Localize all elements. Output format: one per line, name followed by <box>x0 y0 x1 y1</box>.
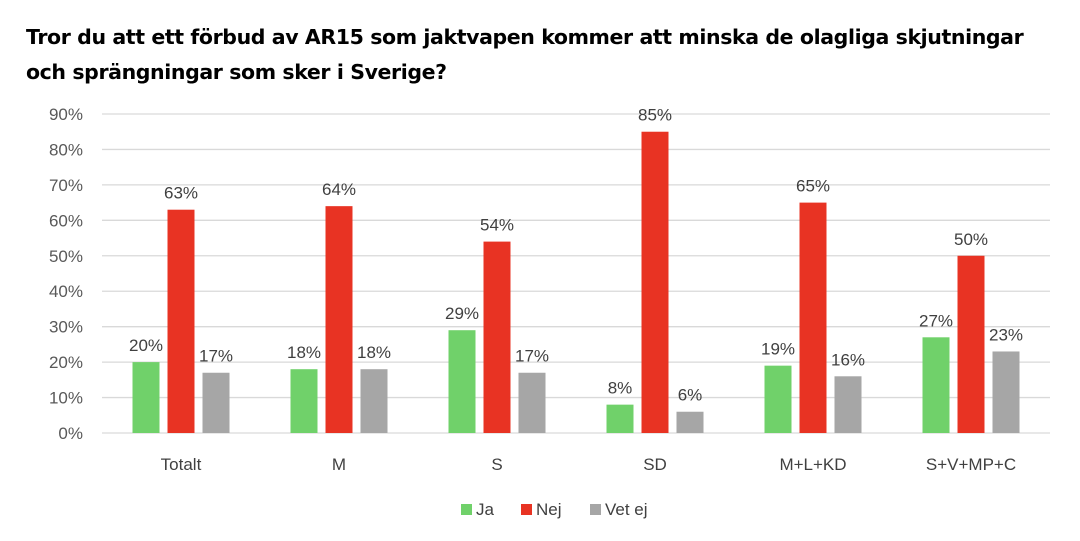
legend-item-nej: Nej <box>521 500 562 519</box>
bar-nej <box>483 241 511 433</box>
data-label: 50% <box>954 230 988 249</box>
x-category-label: SD <box>643 455 667 474</box>
y-tick-label: 50% <box>49 247 83 266</box>
bar-vet-ej <box>202 372 230 433</box>
y-tick-label: 90% <box>49 105 83 124</box>
bar-ja <box>764 365 792 433</box>
bar-nej <box>799 202 827 433</box>
data-label: 19% <box>761 340 795 359</box>
data-label: 23% <box>989 325 1023 344</box>
data-label: 63% <box>164 184 198 203</box>
data-label: 65% <box>796 177 830 196</box>
data-label: 18% <box>287 343 321 362</box>
bar-nej <box>957 255 985 433</box>
data-label: 20% <box>129 336 163 355</box>
bar-ja <box>290 369 318 433</box>
bar-nej <box>641 131 669 433</box>
y-tick-label: 20% <box>49 353 83 372</box>
legend-label: Vet ej <box>605 500 648 519</box>
data-label: 16% <box>831 350 865 369</box>
bars <box>132 131 1020 433</box>
legend-label: Nej <box>536 500 562 519</box>
chart-title: Tror du att ett förbud av AR15 som jaktv… <box>26 25 1024 84</box>
data-label: 17% <box>199 347 233 366</box>
data-label: 64% <box>322 180 356 199</box>
category-labels: Totalt M S SD M+L+KD S+V+MP+C <box>161 455 1016 474</box>
legend-item-vet-ej: Vet ej <box>590 500 648 519</box>
data-label: 17% <box>515 347 549 366</box>
y-tick-label: 30% <box>49 318 83 337</box>
bar-ja <box>606 404 634 433</box>
bar-nej <box>167 209 195 433</box>
bar-vet-ej <box>518 372 546 433</box>
data-label: 54% <box>480 216 514 235</box>
x-category-label: M <box>332 455 346 474</box>
data-label: 8% <box>608 379 633 398</box>
x-category-label: M+L+KD <box>779 455 846 474</box>
data-label: 29% <box>445 304 479 323</box>
legend: Ja Nej Vet ej <box>461 500 648 519</box>
bar-nej <box>325 206 353 433</box>
bar-ja <box>132 362 160 433</box>
x-category-label: S+V+MP+C <box>926 455 1016 474</box>
bar-vet-ej <box>360 369 388 433</box>
data-label: 18% <box>357 343 391 362</box>
legend-label: Ja <box>476 500 495 519</box>
y-tick-label: 80% <box>49 140 83 159</box>
y-tick-label: 10% <box>49 389 83 408</box>
x-category-label: S <box>491 455 502 474</box>
y-tick-label: 60% <box>49 211 83 230</box>
legend-item-ja: Ja <box>461 500 495 519</box>
legend-swatch <box>521 504 532 515</box>
bar-ja <box>922 337 950 433</box>
y-tick-label: 70% <box>49 176 83 195</box>
bar-vet-ej <box>992 351 1020 433</box>
gridlines <box>102 113 1050 434</box>
data-label: 85% <box>638 106 672 125</box>
x-category-label: Totalt <box>161 455 202 474</box>
legend-swatch <box>461 504 472 515</box>
y-axis-ticks: 0% 10% 20% 30% 40% 50% 60% 70% 80% 90% <box>49 105 83 443</box>
legend-swatch <box>590 504 601 515</box>
bar-vet-ej <box>676 411 704 433</box>
y-tick-label: 40% <box>49 282 83 301</box>
bar-ja <box>448 330 476 433</box>
data-label: 6% <box>678 386 703 405</box>
bar-vet-ej <box>834 376 862 433</box>
data-label: 27% <box>919 311 953 330</box>
y-tick-label: 0% <box>58 424 83 443</box>
data-labels: 20% 63% 17% 18% 64% 18% 29% 54% 17% 8% 85% 6% 19% 65%… <box>129 106 1023 405</box>
